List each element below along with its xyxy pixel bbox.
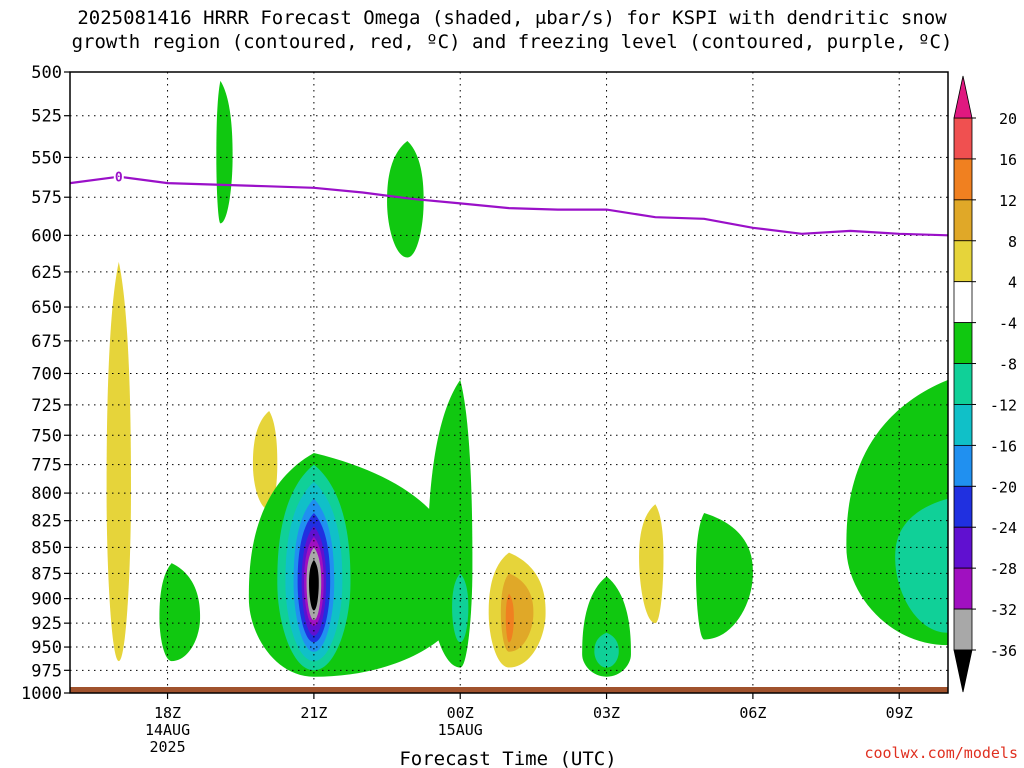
y-tick-label-875: 875 [31, 564, 62, 584]
y-tick-label-775: 775 [31, 456, 62, 476]
surface-strip-bar [70, 687, 948, 693]
y-tick-label-825: 825 [31, 512, 62, 532]
title-line-1: 2025081416 HRRR Forecast Omega (shaded, … [77, 7, 947, 29]
y-tick-label-750: 750 [31, 426, 62, 446]
x-tick-label-1: 21Z [300, 704, 327, 722]
y-tick-label-575: 575 [31, 188, 62, 208]
omega-region-green-05z [695, 513, 753, 640]
x-tick-year-0: 2025 [149, 738, 185, 756]
colorbar-bin-11 [953, 567, 973, 610]
y-tick-label-675: 675 [31, 332, 62, 352]
colorbar-label-2: 12 [999, 192, 1017, 210]
colorbar-bin-9 [953, 485, 973, 528]
colorbar-label-4: 4 [1008, 274, 1017, 292]
colorbar-bin-1 [953, 158, 973, 201]
y-tick-label-800: 800 [31, 484, 62, 504]
colorbar-bin-7 [953, 404, 973, 446]
colorbar-bin-10 [953, 526, 973, 569]
x-tick-label-2: 00Z [447, 704, 474, 722]
y-tick-label-950: 950 [31, 638, 62, 658]
colorbar-label-12: -32 [990, 601, 1017, 619]
omega-region-teal-09z [895, 498, 948, 633]
surface-strip [70, 687, 948, 693]
colorbar-label-10: -24 [990, 519, 1017, 537]
x-tick-label-3: 03Z [593, 704, 620, 722]
y-tick-label-725: 725 [31, 396, 62, 416]
y-tick-label-650: 650 [31, 298, 62, 318]
y-axis: 500 525 550 575 600 625 650 675 700 725 750 775 800 8… [21, 63, 70, 704]
colorbar-bin-3 [953, 240, 973, 283]
grid-lines [70, 72, 948, 693]
colorbar-bin-6 [953, 363, 973, 405]
omega-region-green-upper-2230z [387, 140, 424, 258]
colorbar-label-1: 16 [999, 151, 1017, 169]
x-tick-date-2: 15AUG [438, 721, 483, 739]
omega-region-green-upper-19z [216, 80, 233, 224]
colorbar-bin-2 [953, 199, 973, 242]
colorbar-top-arrow [953, 75, 973, 119]
y-tick-label-525: 525 [31, 107, 62, 127]
omega-region-teal-2330z [452, 573, 469, 643]
y-tick-label-900: 900 [31, 590, 62, 610]
colorbar-bottom-arrow [953, 649, 973, 693]
colorbar-label-13: -36 [990, 642, 1017, 660]
freezing-level-label: 0 [115, 171, 123, 186]
colorbar-bin-5 [953, 322, 973, 364]
colorbar-label-9: -20 [990, 478, 1017, 496]
colorbar: 20 16 12 8 4 -4 -8 -12 -16 -20 -24 -28 -32 -36 [953, 75, 1017, 693]
omega-region-teal-03z [594, 632, 619, 668]
y-tick-label-1000: 1000 [21, 684, 62, 704]
y-tick-label-500: 500 [31, 63, 62, 83]
y-tick-label-975: 975 [31, 661, 62, 681]
y-tick-label-700: 700 [31, 364, 62, 384]
colorbar-bin-8 [953, 444, 973, 487]
chart-title: 2025081416 HRRR Forecast Omega (shaded, … [0, 6, 1024, 54]
y-tick-label-625: 625 [31, 263, 62, 283]
colorbar-label-11: -28 [990, 560, 1017, 578]
omega-region-green-1830z [159, 563, 201, 662]
omega-region-yellow-column-17z [106, 261, 131, 662]
y-tick-label-850: 850 [31, 538, 62, 558]
colorbar-label-8: -16 [990, 437, 1017, 455]
title-line-2: growth region (contoured, red, ºC) and f… [71, 31, 953, 53]
omega-region-yellow-04z [639, 504, 664, 624]
credit-link[interactable]: coolwx.com/models [864, 744, 1018, 762]
colorbar-label-6: -8 [999, 356, 1017, 374]
colorbar-bin-0 [953, 117, 973, 160]
omega-region-orange-01z [505, 593, 514, 643]
x-axis-label: Forecast Time (UTC) [399, 748, 616, 768]
omega-regions [106, 80, 948, 677]
y-tick-label-550: 550 [31, 148, 62, 168]
colorbar-label-0: 20 [999, 110, 1017, 128]
x-tick-date-0: 14AUG [145, 721, 190, 739]
colorbar-bin-12 [953, 608, 973, 651]
freezing-level: 0 [69, 168, 949, 237]
plot-frame [69, 71, 949, 694]
omega-region-yellow-20z [252, 411, 278, 510]
x-tick-label-5: 09Z [886, 704, 913, 722]
freezing-level-line [69, 175, 949, 237]
x-tick-label-0: 18Z [154, 704, 181, 722]
freezing-level-label-bg [113, 168, 124, 184]
omega-region-ring-36-21z [309, 559, 319, 611]
x-tick-label-4: 06Z [739, 704, 766, 722]
colorbar-label-5: -4 [999, 315, 1017, 333]
colorbar-label-7: -12 [990, 396, 1017, 414]
y-tick-label-925: 925 [31, 614, 62, 634]
colorbar-label-3: 8 [1008, 233, 1017, 251]
colorbar-bin-4 [953, 281, 973, 324]
y-tick-label-600: 600 [31, 226, 62, 246]
